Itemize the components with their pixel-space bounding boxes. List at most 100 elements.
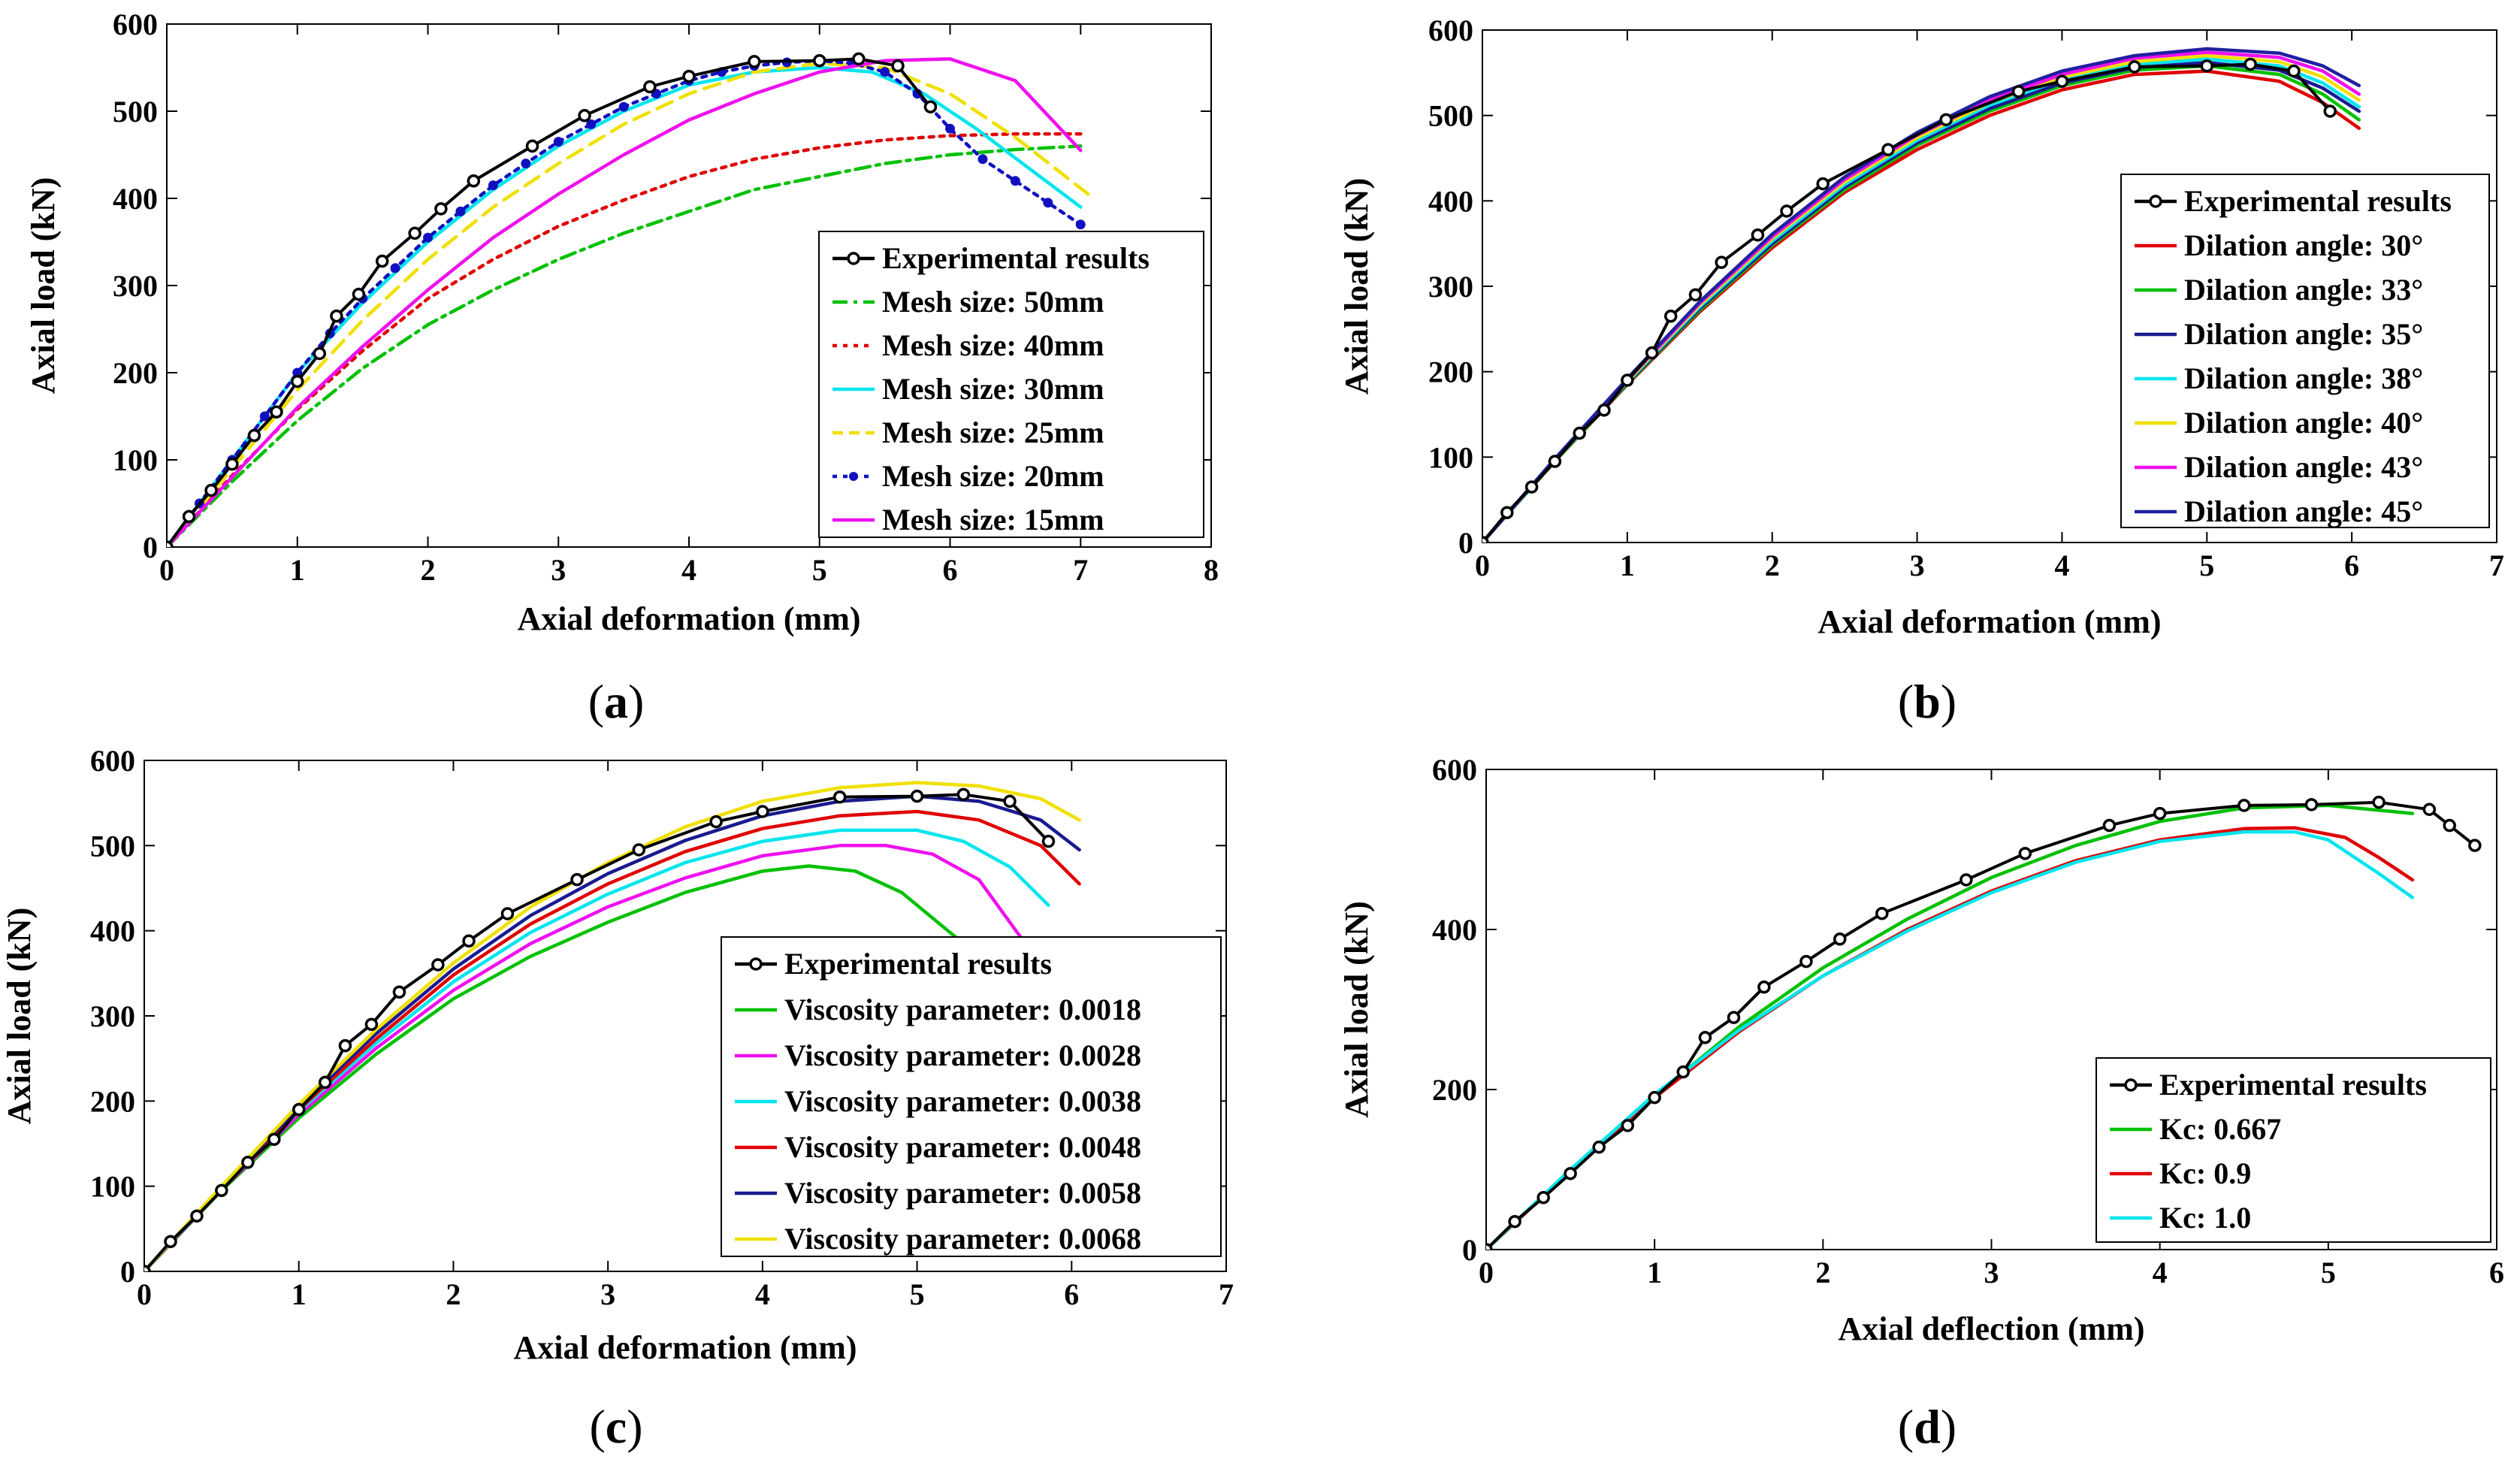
data-point	[364, 1017, 379, 1032]
caption-close: )	[1941, 675, 1956, 728]
legend: Experimental results Mesh size: 50mm Mesh …	[818, 231, 1204, 538]
x-tick-label: 7	[1219, 1277, 1234, 1311]
legend-marker	[2149, 195, 2162, 208]
series-group	[144, 781, 1081, 1271]
legend-label-0: Experimental results	[882, 241, 1150, 275]
legend-label-3: Mesh size: 30mm	[882, 372, 1104, 406]
data-point	[832, 790, 847, 804]
data-point	[709, 815, 723, 829]
data-point	[2011, 85, 2026, 98]
data-point	[570, 872, 584, 887]
data-point	[586, 119, 597, 129]
caption-open: (	[1898, 675, 1914, 728]
data-point	[259, 411, 270, 422]
caption-open: (	[588, 675, 604, 728]
caption-close: )	[627, 1400, 642, 1453]
data-point	[1833, 932, 1847, 946]
y-axis-label: Axial load (kN)	[1338, 901, 1375, 1117]
data-point	[1698, 1031, 1712, 1044]
panel-caption: (a)	[588, 675, 645, 728]
data-point	[1564, 1167, 1577, 1180]
legend-label-0: Experimental results	[784, 947, 1052, 981]
data-point	[455, 206, 466, 216]
data-point	[2128, 60, 2141, 74]
data-point	[618, 101, 629, 112]
data-point	[270, 405, 283, 419]
y-tick-label: 600	[1428, 14, 1473, 47]
data-point	[2244, 57, 2257, 71]
y-tick-label: 600	[1432, 753, 1477, 787]
data-point	[392, 985, 406, 999]
y-tick-label: 0	[143, 530, 158, 564]
data-point	[578, 109, 591, 122]
y-tick-label: 300	[90, 999, 135, 1033]
legend-label-2: Dilation angle: 33°	[2184, 273, 2423, 307]
caption-letter: c	[606, 1400, 627, 1453]
x-tick-label: 5	[2199, 549, 2214, 582]
data-point	[182, 509, 196, 524]
x-tick-label: 2	[421, 553, 436, 587]
data-point	[910, 789, 924, 803]
x-tick-label: 7	[1073, 553, 1088, 587]
data-point	[923, 100, 938, 113]
data-point	[813, 53, 826, 68]
legend-label-1: Viscosity parameter: 0.0018	[784, 993, 1141, 1026]
data-point	[1075, 219, 1086, 230]
x-tick-label: 2	[446, 1277, 461, 1311]
x-tick-label: 6	[943, 553, 958, 587]
data-point	[390, 263, 400, 274]
legend-label-2: Kc: 0.9	[2159, 1156, 2251, 1190]
data-point	[1881, 143, 1895, 156]
x-tick-label: 6	[2489, 1256, 2504, 1289]
y-tick-label: 100	[90, 1170, 135, 1204]
data-point	[1959, 873, 1973, 887]
y-tick-label: 500	[90, 829, 135, 863]
caption-close: )	[628, 675, 644, 728]
y-tick-label: 600	[113, 8, 158, 41]
caption-letter: a	[604, 675, 628, 728]
legend-label-1: Mesh size: 50mm	[882, 285, 1104, 319]
x-tick-label: 8	[1204, 553, 1219, 587]
data-point	[215, 1183, 228, 1198]
legend-label-6: Viscosity parameter: 0.0068	[784, 1222, 1141, 1256]
legend-box	[2120, 174, 2490, 528]
data-point	[338, 1038, 352, 1053]
data-point	[291, 374, 304, 388]
data-point	[1875, 906, 1889, 920]
legend-label-4: Dilation angle: 38°	[2184, 361, 2423, 395]
x-tick-label: 3	[1910, 549, 1925, 582]
legend: Experimental results Viscosity parameter:…	[721, 936, 1222, 1257]
legend-label-3: Dilation angle: 35°	[2184, 317, 2423, 351]
data-point	[2237, 799, 2251, 812]
x-tick-label: 0	[1475, 549, 1490, 582]
x-tick-label: 0	[159, 553, 174, 587]
x-tick-label: 5	[2321, 1256, 2336, 1289]
data-point	[1688, 288, 1703, 302]
y-tick-label: 100	[1428, 440, 1473, 474]
caption-open: (	[589, 1400, 605, 1453]
y-tick-label: 400	[1432, 913, 1477, 947]
x-tick-label: 4	[2054, 549, 2069, 582]
series-group	[167, 52, 1095, 547]
series-line-2	[144, 844, 1027, 1271]
data-point	[1780, 204, 1793, 218]
y-tick-label: 400	[1428, 184, 1473, 218]
data-point	[1621, 373, 1634, 387]
data-point	[1816, 177, 1830, 191]
data-point	[423, 232, 433, 243]
data-point	[375, 254, 389, 268]
data-point	[632, 843, 646, 857]
data-point	[945, 123, 955, 134]
data-point	[1727, 1011, 1741, 1024]
data-point	[164, 1235, 177, 1249]
legend-box	[818, 231, 1204, 538]
data-point	[500, 907, 515, 920]
data-point	[431, 958, 445, 972]
legend-label-0: Experimental results	[2184, 184, 2452, 218]
data-point	[1592, 1140, 1606, 1154]
data-point	[225, 458, 239, 471]
data-point	[144, 1265, 151, 1271]
data-point	[330, 309, 343, 323]
legend-marker	[849, 472, 858, 481]
